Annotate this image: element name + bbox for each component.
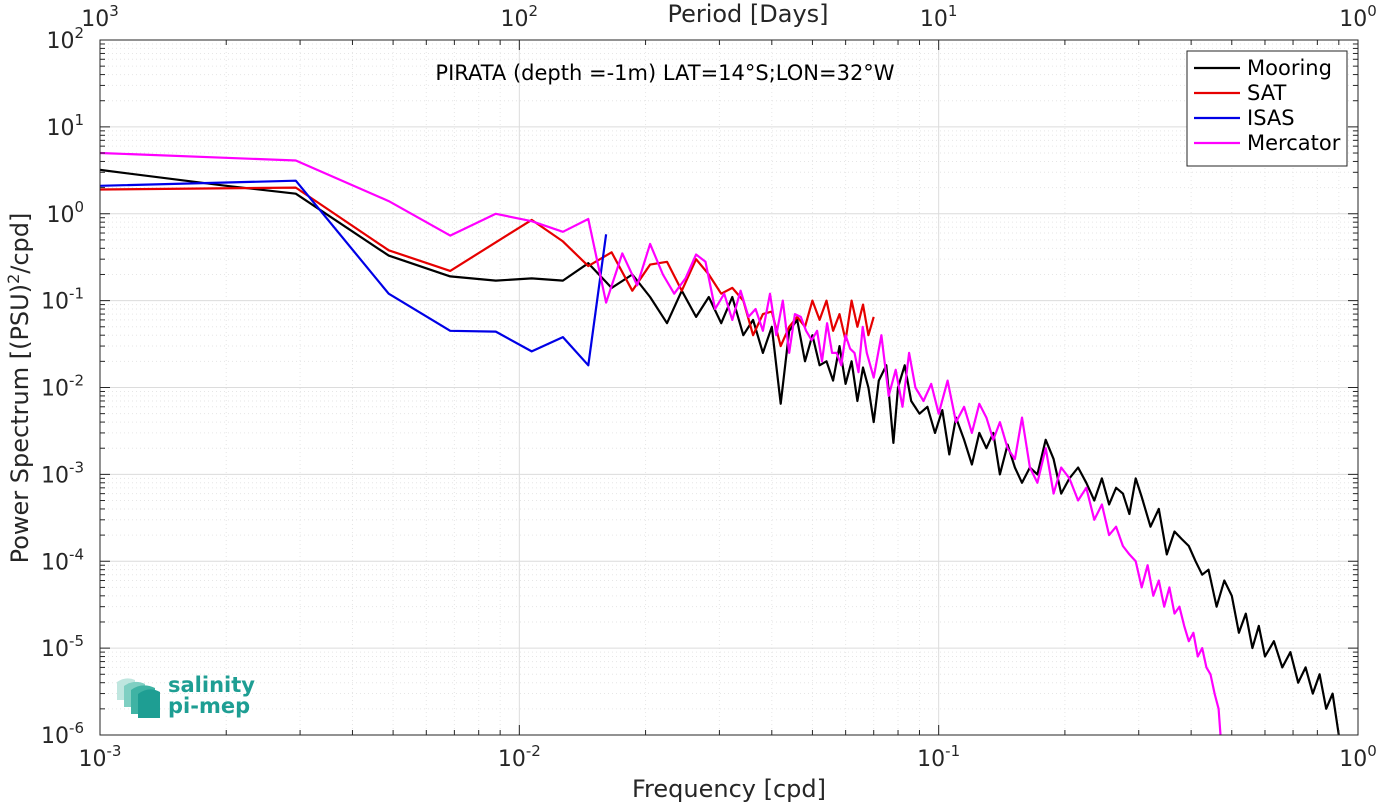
series-line-mercator	[99, 151, 1222, 736]
salinity-pi-mep-logo: salinity pi-mep	[117, 673, 255, 718]
y-axis-label-tail: /cpd]	[6, 213, 34, 274]
y-tick-label: 10-3	[41, 458, 84, 488]
y-tick-label: 100	[46, 198, 84, 228]
legend-label-sat: SAT	[1247, 81, 1286, 105]
legend-label-mooring: Mooring	[1247, 56, 1332, 80]
legend-box	[1186, 50, 1348, 167]
series-line-sat	[99, 186, 875, 348]
legend-label-isas: ISAS	[1247, 106, 1295, 130]
x-tick-label: 100	[1339, 742, 1377, 772]
y-tick-label: 10-2	[41, 372, 84, 402]
top-x-tick-label: 101	[920, 2, 958, 32]
y-axis-label-main: Power Spectrum [(PSU)	[6, 284, 34, 563]
top-x-axis-label: Period [Days]	[667, 0, 828, 28]
x-axis-label: Frequency [cpd]	[632, 775, 826, 803]
logo-text-line2: pi-mep	[168, 694, 250, 718]
legend-label-mercator: Mercator	[1247, 131, 1341, 155]
tick-marks	[99, 40, 1358, 736]
top-x-tick-label: 100	[1339, 2, 1377, 32]
x-tick-label: 10-3	[79, 742, 122, 772]
x-tick-label: 10-1	[917, 742, 960, 772]
y-tick-label: 102	[46, 24, 84, 54]
logo-text-line1: salinity	[168, 673, 255, 697]
series-layer	[99, 151, 1340, 736]
top-x-tick-label: 102	[501, 2, 539, 32]
top-x-tick-label: 103	[81, 2, 119, 32]
y-tick-label: 10-6	[41, 719, 84, 749]
chart-annotation: PIRATA (depth =-1m) LAT=14°S;LON=32°W	[435, 61, 894, 85]
y-axis-label-sup: 2	[4, 274, 23, 284]
minor-grid	[100, 40, 1358, 735]
series-line-isas	[99, 179, 608, 367]
x-tick-label: 10-2	[498, 742, 541, 772]
y-tick-label: 10-4	[41, 545, 84, 575]
y-tick-label: 10-1	[41, 285, 84, 315]
y-axis-label: Power Spectrum [(PSU)2/cpd]	[4, 213, 34, 564]
y-tick-label: 10-5	[41, 632, 84, 662]
logo-wave-icon	[117, 678, 160, 718]
y-tick-label: 101	[46, 111, 84, 141]
